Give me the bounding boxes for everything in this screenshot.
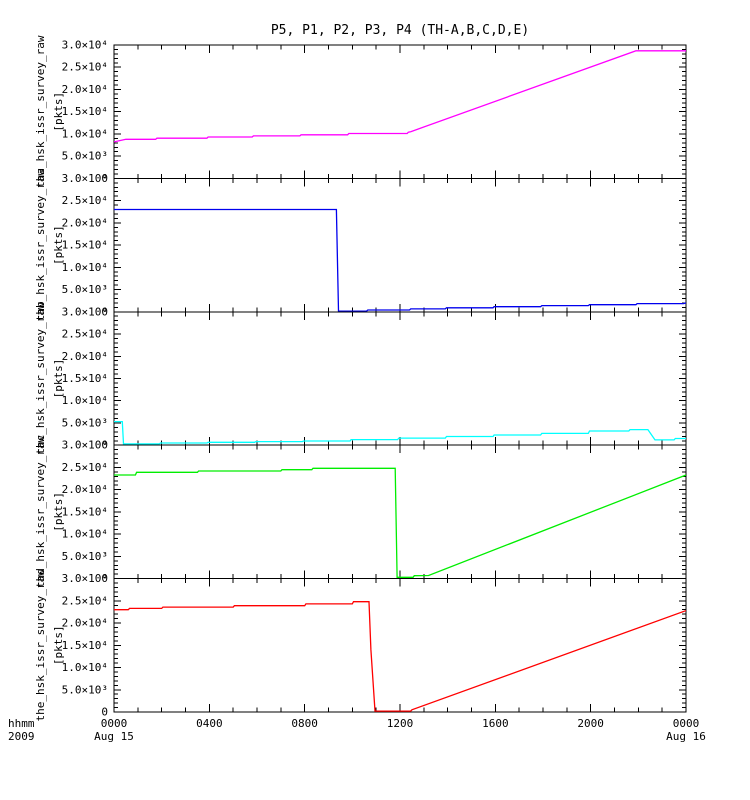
panel-border [113, 578, 687, 713]
y-axis-title: thc_hsk_issr_survey_raw [34, 302, 47, 455]
y-axis-units-label: [pkts] [52, 625, 65, 665]
y-tick-label: 0 [101, 439, 108, 452]
y-axis-title: thb_hsk_issr_survey_raw [34, 169, 47, 322]
y-tick-label: 3.0×10⁴ [62, 172, 108, 185]
y-tick-label: 3.0×10⁴ [62, 439, 108, 452]
y-tick-label: 1.5×10⁴ [62, 239, 108, 252]
x-tick-label: 0400 [196, 717, 223, 730]
series-the_hsk_issr_survey_raw [114, 601, 686, 712]
panel-thc_hsk_issr_survey_raw: 3.0×10⁴ 2.5×10⁴ 2.0×10⁴ 1.5×10⁴ 1.0×10⁴ 5.0×1… [34, 302, 687, 455]
y-axis-title: the_hsk_issr_survey_raw [34, 569, 47, 722]
y-tick-label: 5.0×10³ [62, 550, 108, 563]
x-date-label: Aug 15 [94, 730, 134, 743]
y-tick-label: 3.0×10⁴ [62, 305, 108, 318]
plot-title: P5, P1, P2, P3, P4 (TH-A,B,C,D,E) [270, 23, 530, 38]
series-thc_hsk_issr_survey_raw [114, 420, 686, 445]
series-thd_hsk_issr_survey_raw [114, 467, 686, 578]
y-tick-label: 1.0×10⁴ [62, 528, 108, 541]
x-tick-label: 2000 [577, 717, 604, 730]
y-tick-label: 2.0×10⁴ [62, 83, 108, 96]
y-tick-label: 1.5×10⁴ [62, 372, 108, 385]
y-tick-label: 2.5×10⁴ [62, 61, 108, 74]
x-tick-label: 0000 [101, 717, 128, 730]
y-tick-label: 1.0×10⁴ [62, 394, 108, 407]
y-tick-label: 2.5×10⁴ [62, 328, 108, 341]
y-tick-label: 0 [101, 305, 108, 318]
series-thb_hsk_issr_survey_raw [114, 208, 686, 312]
y-tick-label: 5.0×10³ [62, 416, 108, 429]
y-axis-title: thd_hsk_issr_survey_raw [34, 435, 47, 588]
y-tick-label: 5.0×10³ [62, 150, 108, 163]
y-tick-label: 0 [101, 706, 108, 719]
panel-thb_hsk_issr_survey_raw: 3.0×10⁴ 2.5×10⁴ 2.0×10⁴ 1.5×10⁴ 1.0×10⁴ 5.0×1… [34, 169, 687, 322]
panel-border [113, 177, 687, 313]
y-tick-label: 0 [101, 172, 108, 185]
y-tick-label: 5.0×10³ [62, 683, 108, 696]
panel-border [113, 444, 687, 580]
y-tick-label: 2.5×10⁴ [62, 194, 108, 207]
panel-border [113, 44, 687, 179]
panel-border [113, 311, 687, 446]
y-tick-label: 3.0×10⁴ [62, 572, 108, 585]
y-tick-label: 2.5×10⁴ [62, 594, 108, 607]
x-tick-label: 1600 [482, 717, 509, 730]
y-axis-title: tha_hsk_issr_survey_raw [34, 35, 47, 188]
y-tick-label: 5.0×10³ [62, 283, 108, 296]
y-tick-label: 1.5×10⁴ [62, 105, 108, 118]
x-tick-label: 1200 [387, 717, 414, 730]
y-tick-label: 2.0×10⁴ [62, 350, 108, 363]
y-tick-label: 2.5×10⁴ [62, 461, 108, 474]
y-tick-label: 0 [101, 572, 108, 585]
y-tick-label: 3.0×10⁴ [62, 39, 108, 52]
x-axis-year-label: 2009 [8, 730, 35, 743]
panel-tha_hsk_issr_survey_raw: 3.0×10⁴ 2.5×10⁴ 2.0×10⁴ 1.5×10⁴ 1.0×10⁴ 5.0×1… [34, 35, 687, 188]
y-axis-units-label: [pkts] [52, 359, 65, 399]
y-tick-label: 2.0×10⁴ [62, 483, 108, 496]
y-axis-units-label: [pkts] [52, 92, 65, 132]
y-tick-label: 1.5×10⁴ [62, 505, 108, 518]
y-tick-label: 1.0×10⁴ [62, 261, 108, 274]
y-tick-label: 1.5×10⁴ [62, 639, 108, 652]
y-tick-label: 1.0×10⁴ [62, 127, 108, 140]
panel-the_hsk_issr_survey_raw: 3.0×10⁴ 2.5×10⁴ 2.0×10⁴ 1.5×10⁴ 1.0×10⁴ 5.0×1… [34, 569, 687, 722]
y-tick-label: 2.0×10⁴ [62, 216, 108, 229]
x-axis-format-label: hhmm [8, 717, 35, 730]
series-tha_hsk_issr_survey_raw [114, 50, 686, 143]
y-tick-label: 2.0×10⁴ [62, 617, 108, 630]
x-date-label: Aug 16 [666, 730, 706, 743]
x-tick-label: 0800 [291, 717, 318, 730]
panel-thd_hsk_issr_survey_raw: 3.0×10⁴ 2.5×10⁴ 2.0×10⁴ 1.5×10⁴ 1.0×10⁴ 5.0×1… [34, 435, 687, 588]
y-axis-units-label: [pkts] [52, 492, 65, 532]
y-tick-label: 1.0×10⁴ [62, 661, 108, 674]
y-axis-units-label: [pkts] [52, 225, 65, 265]
x-tick-label: 0000 [673, 717, 700, 730]
